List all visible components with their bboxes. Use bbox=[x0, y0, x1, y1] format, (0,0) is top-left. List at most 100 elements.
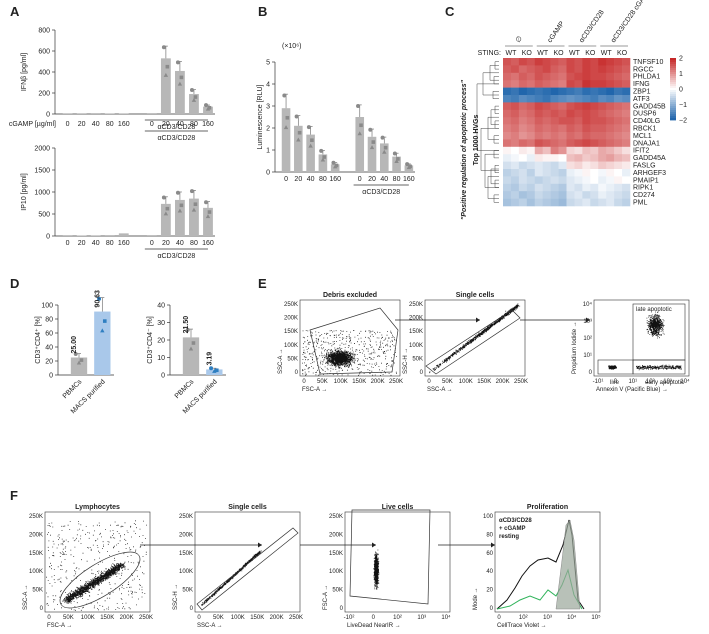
bar bbox=[355, 117, 365, 172]
plot-frame bbox=[424, 299, 526, 377]
x-tick-label: 10¹ bbox=[628, 379, 637, 385]
x-tick-label: PBMCs bbox=[62, 378, 84, 400]
legend-resting: resting bbox=[499, 534, 519, 540]
heatmap-cell bbox=[518, 161, 528, 170]
heatmap-cell bbox=[526, 72, 536, 81]
x-tick-label: 80 bbox=[319, 176, 327, 183]
heatmap-cell bbox=[558, 80, 567, 88]
heatmap-cell bbox=[526, 58, 536, 66]
heatmap-cell bbox=[582, 161, 591, 170]
x-tick-label: 80 bbox=[106, 240, 114, 247]
column-group-label: αCD3/CD28 bbox=[578, 9, 606, 44]
heatmap-cell bbox=[590, 117, 599, 125]
heatmap-cell bbox=[510, 87, 520, 96]
x-tick-label: 100K bbox=[81, 615, 95, 621]
y-tick-label: 10 bbox=[157, 355, 165, 362]
x-tick-label: 0 bbox=[302, 379, 306, 385]
heatmap-cell bbox=[606, 58, 615, 66]
bar bbox=[189, 94, 199, 114]
heatmap-cell bbox=[590, 191, 599, 199]
column-label: WT bbox=[601, 50, 613, 57]
heatmap-title: Top 1000 HVGs bbox=[473, 114, 480, 165]
heatmap-cell bbox=[590, 161, 599, 170]
y-tick-label: 60 bbox=[45, 331, 53, 338]
x-tick-label: 20 bbox=[78, 121, 86, 128]
colorbar-step bbox=[670, 84, 676, 87]
heatmap-cell bbox=[542, 80, 551, 88]
scatter-points bbox=[429, 303, 521, 374]
column-label: KO bbox=[554, 50, 565, 57]
column-group-label: αCD3/CD28 cGAMP bbox=[610, 0, 653, 44]
column-label: KO bbox=[522, 50, 533, 57]
heatmap-cell bbox=[622, 87, 631, 96]
x-axis-label: SSC-A → bbox=[197, 623, 223, 629]
y-axis-label: SSC-A → bbox=[278, 348, 284, 374]
x-tick-label: 50K bbox=[317, 379, 328, 385]
heatmap-cell bbox=[518, 169, 528, 177]
bar bbox=[70, 357, 88, 375]
x-tick-label: 50K bbox=[63, 615, 74, 621]
colorbar-step bbox=[670, 72, 676, 75]
heatmap-cell bbox=[550, 191, 559, 199]
y-tick-label: 100 bbox=[41, 303, 53, 310]
heatmap-cell bbox=[534, 183, 543, 192]
gene-label: DNAJA1 bbox=[633, 140, 660, 147]
heatmap-cell bbox=[542, 102, 551, 111]
heatmap-cell bbox=[534, 169, 543, 177]
heatmap-cell bbox=[566, 154, 575, 162]
heatmap-cell bbox=[574, 198, 583, 207]
heatmap-cell bbox=[614, 183, 623, 192]
x-tick-label: 160 bbox=[118, 240, 130, 247]
x-axis-label: Annexin V (Pacific Blue) → bbox=[596, 387, 668, 393]
x-tick-label: 100K bbox=[231, 615, 245, 621]
heatmap-cell bbox=[558, 154, 567, 162]
bar bbox=[160, 203, 171, 236]
heatmap-cell bbox=[574, 154, 583, 162]
heatmap-cell bbox=[503, 169, 512, 177]
x-tick-label: 100K bbox=[334, 379, 348, 385]
data-point bbox=[392, 151, 397, 156]
heatmap-cell bbox=[558, 102, 567, 111]
x-tick-label: -10¹ bbox=[593, 379, 604, 385]
bar bbox=[182, 337, 200, 375]
heatmap-cell bbox=[598, 139, 607, 148]
heatmap-cell bbox=[526, 95, 536, 103]
colorbar-step bbox=[670, 116, 676, 119]
y-tick-label: 50K bbox=[412, 356, 423, 362]
bar bbox=[318, 154, 328, 172]
heatmap-cell bbox=[590, 169, 599, 177]
y-tick-label: 100K bbox=[329, 569, 343, 575]
x-tick-label: 40 bbox=[92, 240, 100, 247]
heatmap-cell bbox=[503, 95, 512, 103]
heatmap-cell bbox=[542, 146, 551, 155]
panel-letter-c: C bbox=[445, 4, 455, 19]
heatmap-cell bbox=[582, 198, 591, 207]
heatmap-cell bbox=[614, 117, 623, 125]
y-tick-label: 100K bbox=[284, 343, 298, 349]
data-point bbox=[161, 195, 166, 200]
colorbar-step bbox=[670, 92, 676, 95]
heatmap-cell bbox=[566, 146, 575, 155]
colorbar-tick: 1 bbox=[679, 71, 683, 78]
heatmap-cell bbox=[510, 109, 520, 118]
heatmap-cell bbox=[534, 58, 543, 66]
y-tick-label: 4 bbox=[266, 82, 270, 89]
gate-polygon bbox=[425, 309, 521, 375]
y-tick-label: 200 bbox=[38, 91, 50, 98]
scatter-points bbox=[636, 364, 682, 371]
heatmap-cell bbox=[510, 176, 520, 185]
heatmap-cell bbox=[622, 132, 631, 140]
heatmap-cell bbox=[574, 72, 583, 81]
x-tick-label: 0 bbox=[427, 379, 431, 385]
bar bbox=[306, 134, 315, 172]
heatmap-subtitle: "Positive regulation of apoptotic proces… bbox=[461, 79, 468, 220]
data-point bbox=[161, 45, 166, 50]
heatmap-cell bbox=[526, 191, 536, 199]
gate-polygon bbox=[349, 509, 431, 605]
heatmap-cell bbox=[574, 183, 583, 192]
heatmap-cell bbox=[503, 139, 512, 148]
colorbar-step bbox=[670, 118, 676, 121]
heatmap-cell bbox=[510, 80, 520, 88]
heatmap-cell bbox=[606, 139, 615, 148]
heatmap-cell bbox=[598, 95, 607, 103]
